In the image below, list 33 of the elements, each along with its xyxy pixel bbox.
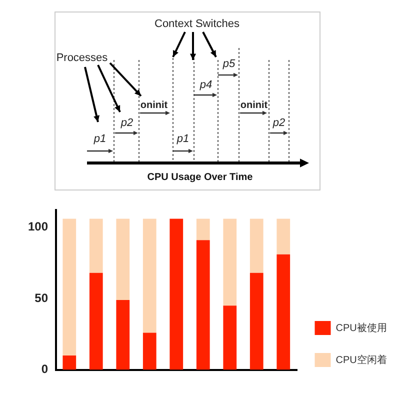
bar — [250, 218, 264, 273]
bar — [142, 218, 156, 333]
legend-label: CPU被使用 — [336, 322, 387, 334]
text: p5 — [222, 58, 236, 70]
bar — [116, 300, 130, 370]
text: CPU Usage Over Time — [147, 172, 254, 183]
text: p2 — [272, 117, 286, 129]
text: p2 — [120, 117, 134, 129]
bar — [62, 218, 76, 356]
bar — [223, 306, 237, 370]
text: p1 — [176, 133, 190, 145]
bar — [89, 272, 103, 370]
bar — [223, 218, 237, 306]
legend-label: CPU空闲着 — [336, 354, 387, 366]
y-tick-label: 0 — [41, 362, 48, 376]
text: oninit — [240, 100, 268, 111]
bar — [196, 240, 210, 370]
y-tick-label: 100 — [28, 220, 48, 234]
bar — [170, 218, 184, 370]
bar — [116, 218, 130, 300]
bar — [276, 218, 290, 254]
bar — [89, 218, 103, 273]
bar — [276, 254, 290, 370]
bar — [62, 356, 76, 370]
bar — [250, 272, 264, 370]
y-tick-label: 50 — [34, 290, 48, 305]
text: p4 — [198, 79, 212, 91]
bar — [142, 332, 156, 370]
bar — [196, 218, 210, 240]
text: oninit — [140, 100, 168, 111]
text: Processes — [56, 52, 108, 64]
text: p1 — [92, 133, 106, 145]
text: Context Switches — [154, 18, 240, 30]
